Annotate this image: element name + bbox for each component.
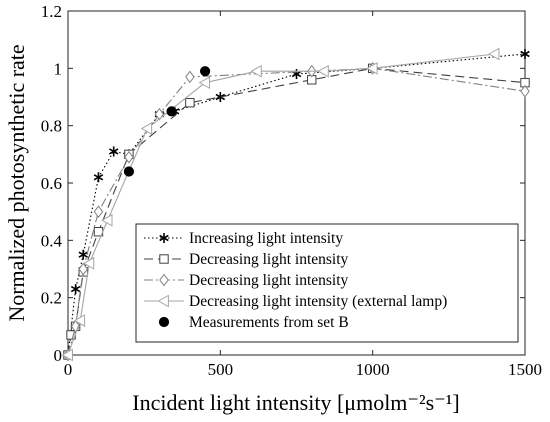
series-1-point <box>215 92 226 102</box>
legend-box <box>135 223 519 343</box>
series-4-point <box>317 64 329 78</box>
y-tick-label: 0.4 <box>41 231 63 250</box>
y-tick-label: 0.6 <box>41 174 62 193</box>
series-2-line <box>67 67 526 356</box>
series-3-point <box>185 70 195 84</box>
x-axis-title: Incident light intensity [μmolm⁻²s⁻¹] <box>132 390 459 415</box>
series-4-line <box>67 53 495 356</box>
series-5-point <box>123 166 135 177</box>
series-4-point <box>140 122 153 135</box>
series-5 <box>123 66 211 177</box>
legend-label: Increasing light intensity <box>189 230 343 247</box>
series-4-point <box>73 314 86 327</box>
legend-item: Increasing light intensity <box>144 230 343 247</box>
axis-ticks: 0 500 1000 1500 0 0.2 0.4 0.6 0.8 1 1.2 <box>41 2 542 379</box>
legend-marker <box>158 316 170 328</box>
legend-item: Decreasing light intensity <box>144 251 349 268</box>
series-1-point <box>108 146 119 157</box>
y-tick-label: 0 <box>54 346 63 365</box>
y-tick-label: 0.8 <box>41 117 62 136</box>
x-tick-label: 0 <box>64 360 73 379</box>
legend-label: Decreasing light intensity <box>189 251 349 268</box>
y-axis-title: Normalized photosynthetic rate <box>4 44 29 321</box>
y-tick-label: 1.2 <box>41 2 62 21</box>
series-1-point <box>93 172 104 183</box>
legend-marker <box>159 273 169 287</box>
x-tick-label: 500 <box>208 360 234 379</box>
series-4-point <box>82 256 95 270</box>
x-tick-label: 1000 <box>356 360 390 379</box>
series-4-point <box>61 348 73 362</box>
legend-item: Measurements from set B <box>158 314 349 331</box>
legend-label: Measurements from set B <box>189 314 349 331</box>
series-5-point <box>166 106 177 117</box>
series-3-point <box>520 84 530 98</box>
x-tick-label: 1500 <box>508 360 542 379</box>
legend-item: Decreasing light intensity (external lam… <box>144 293 447 310</box>
legend-label: Decreasing light intensity <box>189 272 349 289</box>
series-4-point <box>198 76 210 90</box>
y-tick-label: 1 <box>54 59 63 78</box>
series-4-point <box>366 61 378 75</box>
series-3-point <box>78 262 88 276</box>
legend-label: Decreasing light intensity (external lam… <box>189 293 447 310</box>
legend-marker <box>157 294 169 308</box>
series-4-point <box>101 213 113 227</box>
series-3-point <box>124 150 134 164</box>
series-2-point <box>185 98 195 108</box>
series-1-point <box>78 249 88 260</box>
legend-marker <box>159 254 169 264</box>
series-4 <box>61 47 500 362</box>
y-tick-label: 0.2 <box>41 289 62 308</box>
legend-item: Decreasing light intensity <box>144 272 349 289</box>
legend-marker <box>159 233 169 243</box>
series-4-point <box>250 64 262 78</box>
series-3-point <box>93 205 104 219</box>
series-1-point <box>520 49 530 59</box>
series-layer <box>61 47 530 362</box>
legend: Increasing light intensity Decreasing lig… <box>135 223 519 343</box>
series-5-point <box>200 66 211 77</box>
series-4-point <box>488 47 500 61</box>
series-1-point <box>70 284 81 295</box>
